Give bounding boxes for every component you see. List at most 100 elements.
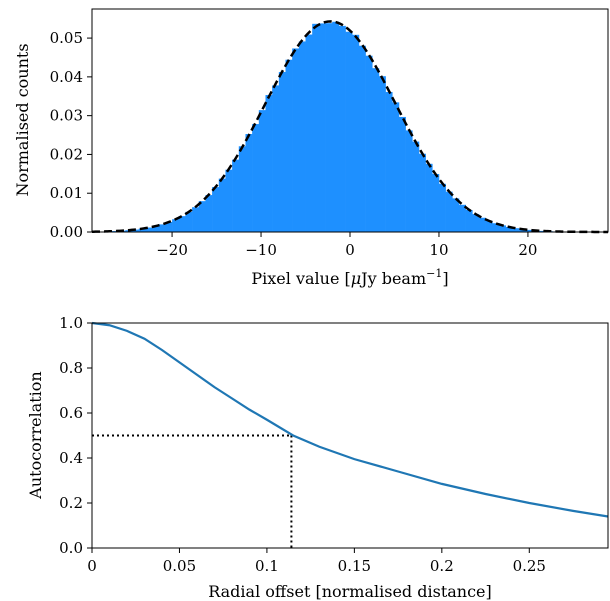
histogram-bar: [158, 224, 166, 232]
histogram-bar: [192, 207, 200, 232]
histogram-x-tick-label: 10: [429, 241, 448, 259]
autocorrelation-line: [91, 321, 609, 518]
histogram-bar: [458, 204, 466, 232]
histogram-x-tick-label: 0: [345, 241, 355, 259]
histogram-bar: [132, 229, 140, 232]
histogram-bar: [325, 23, 333, 232]
histogram-bar: [165, 222, 173, 232]
autocorrelation-axes: [91, 322, 609, 549]
histogram-bar: [385, 91, 393, 232]
histogram-bar: [519, 229, 527, 232]
histogram-bar: [298, 41, 306, 232]
x-label-sup: −1: [426, 267, 442, 280]
histogram-bar: [198, 201, 206, 232]
histogram-bar: [398, 116, 406, 232]
histogram-bar: [145, 227, 153, 232]
x-label-main: Pixel value [: [251, 269, 350, 288]
histogram-x-tick-label: −10: [245, 241, 277, 259]
histogram-bar: [138, 228, 146, 232]
histogram-bar: [232, 159, 240, 232]
histogram-y-tick-label: 0.01: [50, 184, 83, 202]
histogram-bars: [92, 21, 610, 233]
histogram-bar: [472, 214, 480, 232]
autocorrelation-ticks: 0 0.05 0.1 0.15 0.2 0.25 0.0 0.2 0.4 0.6 0.8 1.0: [59, 314, 546, 575]
histogram-bar: [212, 187, 220, 232]
histogram-bar: [432, 174, 440, 232]
histogram-bar: [305, 34, 313, 232]
histogram-bar: [418, 153, 426, 232]
autocorrelation-y-tick-label: 0.8: [59, 359, 83, 377]
autocorrelation-x-tick-label: 0.1: [255, 557, 279, 575]
histogram-bar: [525, 229, 533, 232]
autocorrelation-y-tick-label: 0.4: [59, 449, 83, 467]
histogram-bar: [499, 225, 506, 232]
histogram-x-axis-label: Pixel value [μJy beam−1]: [251, 267, 448, 288]
histogram-bar: [372, 68, 380, 232]
histogram-bar: [292, 48, 300, 233]
histogram-ticks: −20 −10 0 10 20 0.00 0.01 0.02 0.03 0.04 0.05: [50, 29, 538, 259]
histogram-bar: [492, 223, 500, 232]
histogram-bar: [412, 141, 420, 232]
histogram-bar: [238, 146, 246, 232]
autocorrelation-x-tick-label: 0.15: [338, 557, 371, 575]
histogram-bar: [539, 230, 547, 232]
gaussian-fit-line: [91, 20, 608, 234]
histogram-bar: [425, 163, 433, 232]
histogram-y-tick-label: 0.02: [50, 145, 83, 163]
autocorrelation-y-axis-label: Autocorrelation: [26, 371, 45, 499]
autocorrelation-x-axis-label: Radial offset [normalised distance]: [208, 582, 492, 601]
histogram-bar: [272, 85, 280, 232]
histogram-bar: [312, 23, 320, 232]
histogram-bar: [332, 21, 340, 233]
half-width-reference-lines: [92, 434, 293, 548]
autocorrelation-x-tick-label: 0: [87, 557, 97, 575]
autocorrelation-x-tick-label: 0.05: [163, 557, 196, 575]
histogram-bar: [258, 110, 266, 232]
histogram-y-tick-label: 0.05: [50, 29, 83, 47]
autocorrelation-y-tick-label: 0.0: [59, 539, 83, 557]
histogram-bar: [438, 183, 446, 232]
histogram-y-tick-label: 0.03: [50, 107, 83, 125]
histogram-bar: [278, 72, 286, 232]
x-label-close: ]: [442, 269, 448, 288]
histogram-bar: [225, 169, 233, 232]
x-label-unit: Jy beam: [359, 269, 426, 288]
histogram-bar: [152, 226, 160, 232]
histogram-bar: [185, 211, 193, 232]
histogram-bar: [318, 23, 326, 233]
histogram-bar: [172, 219, 180, 232]
histogram-bar: [465, 209, 473, 232]
histogram-bar: [505, 226, 513, 232]
histogram-bar: [285, 59, 293, 232]
autocorrelation-chart: 0 0.05 0.1 0.15 0.2 0.25 0.0 0.2 0.4 0.6 0.8 1.0 Ra…: [26, 314, 609, 601]
histogram-bar: [378, 76, 386, 232]
histogram-x-tick-label: −20: [156, 241, 188, 259]
autocorrelation-x-tick-label: 0.2: [430, 557, 454, 575]
histogram-bar: [205, 195, 213, 232]
histogram-bar: [485, 220, 493, 232]
histogram-bar: [445, 191, 453, 232]
histogram-bar: [245, 134, 253, 232]
histogram-bar: [358, 45, 366, 232]
histogram-chart: −20 −10 0 10 20 0.00 0.01 0.02 0.03 0.04 0.05 Pixe…: [13, 8, 610, 288]
histogram-bar: [178, 216, 186, 232]
histogram-bar: [452, 198, 460, 232]
histogram-y-axis-label: Normalised counts: [13, 43, 32, 196]
autocorrelation-y-tick-label: 1.0: [59, 314, 83, 332]
histogram-bar: [405, 130, 413, 232]
histogram-bar: [479, 217, 486, 232]
histogram-bar: [392, 102, 400, 232]
histogram-x-tick-label: 20: [518, 241, 537, 259]
histogram-bar: [252, 124, 260, 232]
histogram-bar: [218, 178, 226, 232]
autocorrelation-y-tick-label: 0.2: [59, 494, 83, 512]
x-label-mu: μ: [351, 269, 361, 288]
histogram-y-tick-label: 0.00: [50, 223, 83, 241]
histogram-bar: [365, 55, 373, 232]
histogram-bar: [265, 95, 273, 232]
autocorrelation-x-tick-label: 0.25: [513, 557, 546, 575]
histogram-bar: [345, 31, 353, 232]
histogram-bar: [352, 34, 360, 232]
histogram-bar: [338, 25, 346, 232]
histogram-bar: [512, 228, 520, 232]
